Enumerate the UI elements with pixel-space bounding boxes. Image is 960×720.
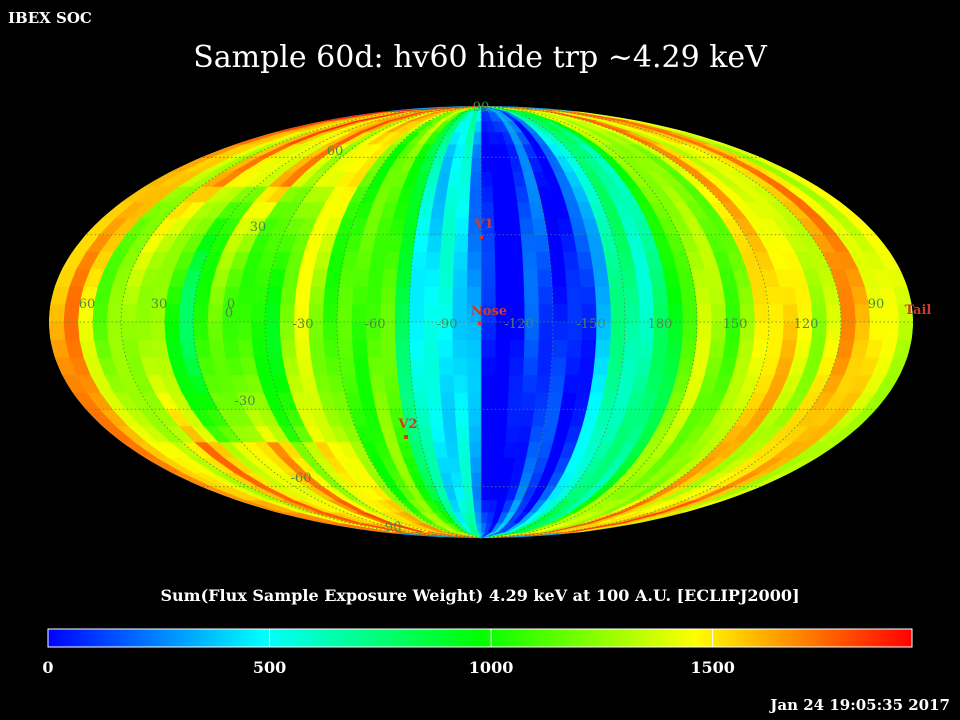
lon-label: -90 <box>437 317 458 332</box>
colorbar-gradient <box>47 628 913 648</box>
marker-v1-label: V1 <box>473 217 493 232</box>
colorbar-tick-label: 1000 <box>468 658 514 677</box>
colorbar-caption: Sum(Flux Sample Exposure Weight) 4.29 ke… <box>160 586 800 605</box>
lon-label: -120 <box>504 317 533 332</box>
lon-label: 0 <box>227 297 235 312</box>
marker-tail-label: Tail <box>905 303 932 318</box>
lat-label: 90 <box>473 100 490 115</box>
lat-label: 30 <box>250 220 267 235</box>
org-label: IBEX SOC <box>8 9 92 27</box>
lon-label: 120 <box>794 317 819 332</box>
lon-label: 150 <box>723 317 748 332</box>
colorbar-tick-label: 1500 <box>690 658 735 677</box>
lat-label: -60 <box>291 471 312 486</box>
lon-label: -60 <box>365 317 386 332</box>
colorbar-tick-label: 500 <box>252 658 287 677</box>
marker-v2-dot <box>404 435 408 439</box>
lon-label: 60 <box>79 297 96 312</box>
graticule-labels: 90 60 30 0 -30 -60 -90 60 30 0 -30 -60 -90 -120 -150 18… <box>79 100 885 535</box>
lon-label: -30 <box>293 317 314 332</box>
marker-v2-label: V2 <box>397 417 417 432</box>
marker-nose-label: Nose <box>471 304 507 319</box>
lon-label: 180 <box>648 317 673 332</box>
lon-label: 30 <box>151 297 168 312</box>
marker-v1-dot <box>479 235 483 239</box>
markers: V1 Nose V2 Tail <box>397 217 931 439</box>
lon-label: 90 <box>868 297 885 312</box>
lat-label: 0 <box>225 306 233 321</box>
marker-nose-dot <box>478 321 482 325</box>
map-title: Sample 60d: hv60 hide trp ~4.29 keV <box>193 40 767 75</box>
lat-label: -30 <box>235 394 256 409</box>
colorbar-tick-label: 0 <box>42 658 54 677</box>
lat-label: -90 <box>381 520 402 535</box>
lon-label: -150 <box>576 317 605 332</box>
timestamp: Jan 24 19:05:35 2017 <box>770 696 950 714</box>
lat-label: 60 <box>327 144 344 159</box>
